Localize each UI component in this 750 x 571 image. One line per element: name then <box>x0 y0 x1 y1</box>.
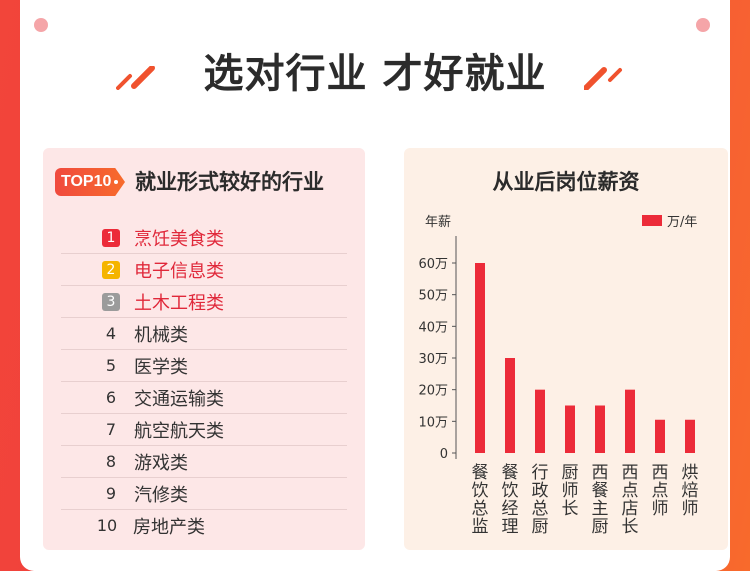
content-card: 选对行业 才好就业 TOP10 就业形式较好的行业 1 烹饪美食类 2 电子信息类 3 土… <box>20 0 730 571</box>
x-category-label-char: 焙 <box>682 481 699 501</box>
rank-label: 土木工程类 <box>134 292 224 314</box>
salary-bar <box>565 405 575 453</box>
x-category-label-char: 餐 <box>472 463 489 483</box>
y-axis-label: 年薪 <box>425 215 451 230</box>
salary-bar <box>595 405 605 453</box>
legend-swatch <box>642 215 662 226</box>
x-category-label-char: 长 <box>622 517 639 537</box>
x-category-label-char: 店 <box>622 499 639 519</box>
rank-label: 房地产类 <box>133 517 205 538</box>
x-category-label-char: 点 <box>652 481 669 501</box>
badge-dot-icon <box>114 180 118 184</box>
ranking-item: 1 烹饪美食类 <box>61 222 347 254</box>
x-category-label-char: 餐 <box>592 481 609 501</box>
x-category-label-char: 师 <box>652 499 669 519</box>
x-category-label-char: 点 <box>622 481 639 501</box>
salary-bar <box>535 389 545 453</box>
legend-label: 万/年 <box>667 215 697 230</box>
ranking-item: 5 医学类 <box>61 350 347 382</box>
x-category-label-char: 饮 <box>502 481 519 501</box>
y-tick-label: 20万 <box>418 384 448 399</box>
x-category-label-char: 主 <box>592 499 609 519</box>
x-category-label-char: 经 <box>502 499 519 519</box>
salary-bar-chart: 年薪 万/年010万20万30万40万50万60万餐饮总监餐饮经理行政总厨厨师长西… <box>418 215 699 537</box>
x-category-label-char: 理 <box>502 517 519 537</box>
y-tick-label: 0 <box>440 447 448 462</box>
x-category-label-char: 西 <box>592 463 609 483</box>
ranking-item: 8 游戏类 <box>61 446 347 478</box>
rank-label: 烹饪美食类 <box>134 228 224 250</box>
rank-number: 7 <box>105 419 117 439</box>
x-category-label-char: 总 <box>532 499 549 519</box>
decor-dot-right <box>696 18 710 32</box>
ranking-item: 2 电子信息类 <box>61 254 347 286</box>
decor-dot-left <box>34 18 48 32</box>
y-tick-label: 60万 <box>418 257 448 272</box>
rank-label: 汽修类 <box>134 484 188 506</box>
x-category-label-char: 监 <box>472 517 489 537</box>
x-category-label-char: 餐 <box>502 463 519 483</box>
ranking-item: 7 航空航天类 <box>61 414 347 446</box>
y-tick-label: 40万 <box>418 320 448 335</box>
salary-bar <box>685 419 695 453</box>
slash-decor-left-icon <box>116 66 155 90</box>
x-category-label-char: 西 <box>622 463 639 483</box>
x-category-label-char: 长 <box>562 499 579 519</box>
rank-number: 4 <box>105 323 117 343</box>
x-category-label-char: 师 <box>682 499 699 519</box>
x-category-label-char: 行 <box>532 463 549 483</box>
industry-ranking-panel: TOP10 就业形式较好的行业 1 烹饪美食类 2 电子信息类 3 土木工程类 4 机械类 5 医… <box>43 148 365 550</box>
chart-title: 从业后岗位薪资 <box>492 170 640 194</box>
salary-bar <box>475 263 485 453</box>
rank-number: 8 <box>105 451 117 471</box>
y-tick-label: 50万 <box>418 289 448 304</box>
x-category-label-char: 师 <box>562 481 579 501</box>
rank-number: 6 <box>105 387 117 407</box>
rank-label: 机械类 <box>134 324 188 346</box>
ranking-item: 9 汽修类 <box>61 478 347 510</box>
top10-badge-label: TOP10 <box>61 173 112 190</box>
ranking-item: 4 机械类 <box>61 318 347 350</box>
x-category-label-char: 厨 <box>592 517 609 537</box>
y-tick-label: 30万 <box>418 352 448 367</box>
rank-number: 3 <box>102 292 120 311</box>
rank-label: 交通运输类 <box>134 388 224 410</box>
ranking-title: 就业形式较好的行业 <box>135 170 324 194</box>
salary-bar <box>655 419 665 453</box>
rank-number: 10 <box>96 516 118 535</box>
rank-number: 2 <box>102 260 120 279</box>
rank-label: 航空航天类 <box>134 420 224 442</box>
top10-badge: TOP10 <box>55 168 125 196</box>
page-headline: 选对行业 才好就业 <box>203 51 547 97</box>
ranking-item: 3 土木工程类 <box>61 286 347 318</box>
x-category-label-char: 总 <box>472 499 489 519</box>
rank-label: 电子信息类 <box>134 260 224 282</box>
ranking-list: 1 烹饪美食类 2 电子信息类 3 土木工程类 4 机械类 5 医学类 6 交通运输类 7 航空航天类 8 游… <box>61 222 347 542</box>
rank-label: 游戏类 <box>134 452 188 474</box>
x-category-label-char: 厨 <box>562 463 579 483</box>
x-category-label-char: 饮 <box>472 481 489 501</box>
rank-number: 9 <box>105 483 117 503</box>
y-tick-label: 10万 <box>418 415 448 430</box>
salary-bar <box>505 358 515 453</box>
salary-chart-panel: 从业后岗位薪资 年薪 万/年 0 10万 20万 30万 40万 50万 60万餐饮总监餐饮经理… <box>404 148 728 550</box>
x-category-label-char: 厨 <box>532 517 549 537</box>
slash-decor-right-icon <box>584 67 622 90</box>
x-category-label-char: 西 <box>652 463 669 483</box>
rank-label: 医学类 <box>134 356 188 378</box>
rank-number: 5 <box>105 355 117 375</box>
rank-number: 1 <box>102 228 120 247</box>
ranking-item: 10 房地产类 <box>61 510 347 542</box>
salary-bar <box>625 389 635 453</box>
x-category-label-char: 政 <box>532 481 549 501</box>
ranking-item: 6 交通运输类 <box>61 382 347 414</box>
x-category-label-char: 烘 <box>682 463 699 483</box>
